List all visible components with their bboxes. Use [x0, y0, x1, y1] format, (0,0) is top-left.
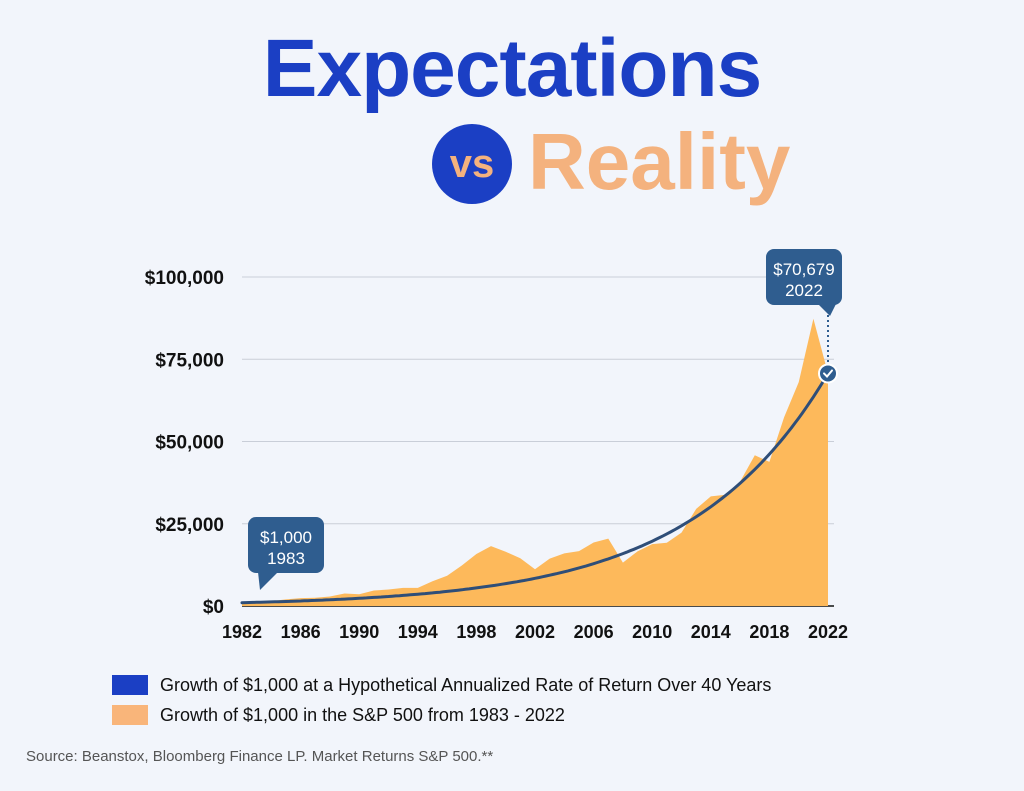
start-callout-year: 1983 — [267, 549, 305, 568]
end-point-marker — [818, 363, 838, 384]
legend-swatch-blue — [112, 675, 148, 695]
start-callout-box — [248, 517, 324, 573]
check-icon — [823, 369, 833, 378]
x-tick-label: 2002 — [515, 622, 555, 642]
x-tick-label: 2006 — [574, 622, 614, 642]
y-tick-label: $0 — [203, 597, 224, 618]
source-note: Source: Beanstox, Bloomberg Finance LP. … — [26, 748, 494, 765]
legend-label-hypothetical: Growth of $1,000 at a Hypothetical Annua… — [160, 674, 772, 695]
y-tick-label: $50,000 — [155, 433, 224, 454]
start-callout-pointer — [258, 572, 278, 590]
sp500-area — [242, 318, 828, 606]
y-axis-labels: $0 $25,000 $50,000 $75,000 $100,000 — [145, 268, 224, 618]
x-tick-label: 1990 — [339, 622, 379, 642]
callouts: $1,000 1983 $70,679 2022 — [248, 249, 842, 590]
end-callout-pointer — [818, 304, 836, 316]
y-tick-label: $75,000 — [155, 350, 224, 371]
x-tick-label: 2022 — [808, 622, 848, 642]
x-tick-label: 2018 — [749, 622, 789, 642]
x-tick-label: 1994 — [398, 622, 438, 642]
start-callout: $1,000 1983 — [248, 517, 324, 590]
x-tick-label: 2010 — [632, 622, 672, 642]
hypothetical-line — [240, 372, 830, 605]
start-callout-value: $1,000 — [260, 528, 312, 547]
end-callout-box — [766, 249, 842, 305]
x-tick-label: 2014 — [691, 622, 731, 642]
legend: Growth of $1,000 at a Hypothetical Annua… — [112, 674, 771, 734]
chart-title-reality: Reality — [528, 117, 791, 206]
legend-label-sp500: Growth of $1,000 in the S&P 500 from 198… — [160, 704, 565, 725]
vs-badge: vs — [432, 124, 512, 204]
hypothetical-series — [240, 372, 830, 605]
end-callout-year: 2022 — [785, 281, 823, 300]
x-tick-label: 1998 — [456, 622, 496, 642]
chart-area: $0 $25,000 $50,000 $75,000 $100,000 1982 1986… — [145, 249, 848, 642]
y-tick-label: $100,000 — [145, 268, 224, 289]
y-tick-label: $25,000 — [155, 515, 224, 536]
x-tick-label: 1986 — [281, 622, 321, 642]
end-callout-value: $70,679 — [773, 260, 834, 279]
sp500-series — [242, 318, 828, 606]
x-tick-label: 1982 — [222, 622, 262, 642]
chart-title-expectations: Expectations — [262, 23, 762, 114]
x-axis-labels: 1982 1986 1990 1994 1998 2002 2006 2010 2014 2018… — [222, 622, 848, 642]
legend-swatch-orange — [112, 705, 148, 725]
legend-item-hypothetical: Growth of $1,000 at a Hypothetical Annua… — [112, 674, 771, 696]
end-callout: $70,679 2022 — [766, 249, 842, 316]
legend-item-sp500: Growth of $1,000 in the S&P 500 from 198… — [112, 704, 771, 726]
